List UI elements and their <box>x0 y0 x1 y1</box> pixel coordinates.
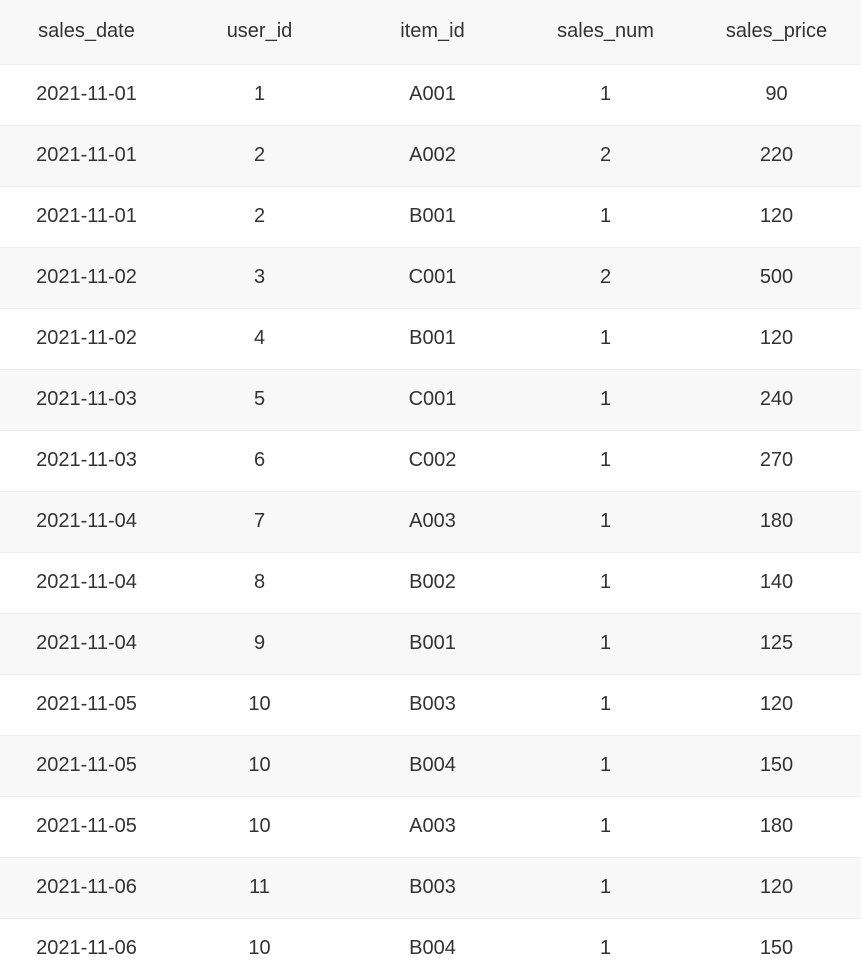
cell-item-id: A002 <box>346 125 519 187</box>
table-row[interactable]: 2021-11-04 7 A003 1 180 <box>0 491 861 553</box>
cell-sales-date: 2021-11-05 <box>0 674 173 736</box>
cell-item-id: A003 <box>346 796 519 858</box>
cell-user-id: 10 <box>248 937 271 960</box>
cell-sales-num: 1 <box>519 186 692 248</box>
cell-sales-date: 2021-11-01 <box>0 125 173 187</box>
cell-item-id: B002 <box>346 552 519 614</box>
cell-user-id: 7 <box>173 491 346 553</box>
header-row: sales_date user_id item_id sales_num sal… <box>0 0 861 65</box>
table-row[interactable]: 2021-11-04 8 B002 1 140 <box>0 552 861 614</box>
cell-sales-date: 2021-11-03 <box>0 369 173 431</box>
table-row[interactable]: 2021-11-01 2 B001 1 120 <box>0 186 861 248</box>
column-header-user-id[interactable]: user_id <box>173 0 346 65</box>
cell-sales-num: 2 <box>519 247 692 309</box>
cell-sales-date: 2021-11-04 <box>0 613 173 675</box>
table-row[interactable]: 2021-11-02 4 B001 1 120 <box>0 308 861 370</box>
cell-sales-date: 2021-11-04 <box>0 491 173 553</box>
cell-sales-price: 500 <box>692 247 861 309</box>
cell-item-id: B004 <box>346 735 519 797</box>
cell-sales-num: 1 <box>519 491 692 553</box>
table-row[interactable]: 2021-11-02 3 C001 2 500 <box>0 247 861 309</box>
table-row[interactable]: 2021-11-01 1 A001 1 90 <box>0 64 861 126</box>
cell-sales-price: 120 <box>692 857 861 919</box>
cell-sales-price: 120 <box>692 674 861 736</box>
cell-sales-price: 120 <box>692 308 861 370</box>
cell-item-id: A001 <box>346 64 519 126</box>
cell-user-id: 6 <box>173 430 346 492</box>
cell-sales-price: 270 <box>692 430 861 492</box>
cell-sales-date: 2021-11-01 <box>0 64 173 126</box>
cell-sales-price: 90 <box>692 64 861 126</box>
cell-item-id: B003 <box>346 857 519 919</box>
cell-user-id: 4 <box>173 308 346 370</box>
cell-user-id: 5 <box>173 369 346 431</box>
cell-sales-date: 2021-11-06 <box>0 857 173 919</box>
cell-sales-price: 180 <box>692 796 861 858</box>
cell-sales-date: 2021-11-05 <box>0 796 173 858</box>
cell-user-id: 11 <box>173 857 346 919</box>
cell-sales-date: 2021-11-02 <box>0 247 173 309</box>
cell-sales-price: 125 <box>692 613 861 675</box>
cell-user-id: 2 <box>173 186 346 248</box>
table-row[interactable]: 2021-11-03 5 C001 1 240 <box>0 369 861 431</box>
cell-sales-num: 1 <box>519 735 692 797</box>
cell-item-id: A003 <box>346 491 519 553</box>
cell-sales-price: 150 <box>692 735 861 797</box>
cell-sales-date: 2021-11-05 <box>0 735 173 797</box>
table-header: sales_date user_id item_id sales_num sal… <box>0 0 861 65</box>
cell-sales-price: 150 <box>759 937 794 960</box>
cell-sales-date: 2021-11-04 <box>0 552 173 614</box>
cell-sales-num: 1 <box>519 796 692 858</box>
table-row[interactable]: 2021-11-01 2 A002 2 220 <box>0 125 861 187</box>
cell-sales-price: 120 <box>692 186 861 248</box>
cell-sales-date: 2021-11-06 <box>36 937 137 960</box>
cell-sales-price: 180 <box>692 491 861 553</box>
cell-sales-num: 1 <box>519 857 692 919</box>
cell-sales-date: 2021-11-01 <box>0 186 173 248</box>
table-body: 2021-11-01 1 A001 1 90 2021-11-01 2 A002 2 220 202… <box>0 64 861 964</box>
cell-sales-num: 1 <box>519 674 692 736</box>
cell-user-id: 10 <box>173 674 346 736</box>
column-header-sales-price[interactable]: sales_price <box>692 0 861 65</box>
cell-item-id: C002 <box>346 430 519 492</box>
cell-sales-num: 2 <box>519 125 692 187</box>
table-row[interactable]: 2021-11-03 6 C002 1 270 <box>0 430 861 492</box>
table-row[interactable]: 2021-11-05 10 B003 1 120 <box>0 674 861 736</box>
cell-user-id: 9 <box>173 613 346 675</box>
table-row[interactable]: 2021-11-05 10 A003 1 180 <box>0 796 861 858</box>
cell-sales-price: 240 <box>692 369 861 431</box>
cell-sales-num: 1 <box>519 430 692 492</box>
cell-user-id: 3 <box>173 247 346 309</box>
cell-user-id: 2 <box>173 125 346 187</box>
cell-sales-price: 220 <box>692 125 861 187</box>
cell-sales-num: 1 <box>599 937 612 960</box>
cell-item-id: B004 <box>409 937 456 960</box>
table-row[interactable]: 2021-11-06 10 B004 1 150 <box>0 918 861 964</box>
cell-user-id: 10 <box>173 735 346 797</box>
cell-item-id: C001 <box>346 369 519 431</box>
cell-item-id: C001 <box>346 247 519 309</box>
column-header-item-id[interactable]: item_id <box>346 0 519 65</box>
cell-sales-price: 140 <box>692 552 861 614</box>
column-header-sales-num[interactable]: sales_num <box>519 0 692 65</box>
cell-sales-num: 1 <box>519 613 692 675</box>
cell-item-id: B003 <box>346 674 519 736</box>
table-row[interactable]: 2021-11-04 9 B001 1 125 <box>0 613 861 675</box>
table-row[interactable]: 2021-11-05 10 B004 1 150 <box>0 735 861 797</box>
cell-item-id: B001 <box>346 186 519 248</box>
cell-item-id: B001 <box>346 308 519 370</box>
cell-sales-num: 1 <box>519 64 692 126</box>
cell-item-id: B001 <box>346 613 519 675</box>
cell-sales-date: 2021-11-03 <box>0 430 173 492</box>
cell-sales-date: 2021-11-02 <box>0 308 173 370</box>
cell-sales-num: 1 <box>519 369 692 431</box>
cell-user-id: 10 <box>173 796 346 858</box>
table-row[interactable]: 2021-11-06 11 B003 1 120 <box>0 857 861 919</box>
cell-sales-num: 1 <box>519 308 692 370</box>
column-header-sales-date[interactable]: sales_date <box>0 0 173 65</box>
cell-sales-num: 1 <box>519 552 692 614</box>
cell-user-id: 8 <box>173 552 346 614</box>
cell-user-id: 1 <box>173 64 346 126</box>
